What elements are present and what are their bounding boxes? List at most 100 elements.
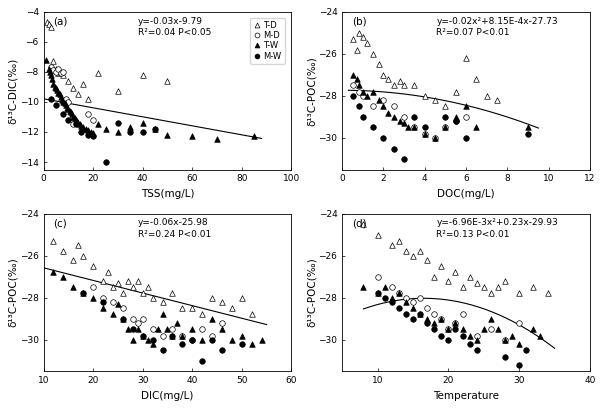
Point	[373, 231, 382, 238]
Point	[51, 69, 61, 75]
Point	[158, 347, 167, 353]
Point	[440, 124, 450, 131]
Point	[451, 118, 461, 124]
Point	[49, 81, 59, 87]
Point	[354, 103, 364, 110]
Point	[128, 337, 138, 343]
Point	[198, 326, 207, 333]
Point	[207, 294, 217, 301]
Text: (b): (b)	[352, 16, 367, 27]
Point	[81, 126, 91, 132]
Point	[359, 284, 368, 290]
Point	[207, 315, 217, 322]
Point	[79, 81, 88, 87]
Point	[167, 332, 177, 339]
Point	[374, 97, 384, 103]
Point	[415, 311, 425, 318]
Point	[472, 124, 481, 131]
Point	[113, 120, 123, 126]
Point	[465, 341, 475, 347]
Point	[88, 133, 98, 140]
Point	[138, 332, 147, 339]
Point	[486, 290, 496, 297]
Point	[500, 337, 510, 343]
Point	[113, 280, 123, 286]
Point	[86, 129, 95, 135]
Point	[113, 129, 123, 135]
Point	[57, 97, 67, 104]
Point	[66, 109, 76, 116]
Point	[408, 305, 418, 311]
Point	[93, 121, 103, 128]
Point	[408, 252, 418, 259]
Point	[55, 91, 65, 98]
Point	[49, 238, 59, 244]
Point	[178, 332, 187, 339]
Point	[451, 326, 460, 333]
Text: (a): (a)	[54, 16, 68, 27]
Point	[128, 315, 138, 322]
Point	[523, 124, 533, 131]
Point	[358, 88, 368, 95]
Point	[461, 114, 471, 120]
Point	[443, 326, 453, 333]
Point	[472, 337, 481, 343]
Point	[88, 284, 98, 290]
Point	[118, 290, 127, 297]
X-axis label: DIC(mg/L): DIC(mg/L)	[141, 391, 194, 401]
Point	[133, 278, 143, 284]
Point	[108, 311, 118, 318]
Point	[101, 126, 111, 132]
Point	[162, 132, 172, 138]
Point	[118, 315, 127, 322]
Point	[458, 332, 467, 339]
Point	[53, 87, 62, 93]
Point	[83, 111, 93, 117]
Point	[515, 319, 524, 326]
Point	[98, 294, 108, 301]
Point	[395, 118, 405, 124]
Point	[482, 93, 492, 99]
Point	[387, 294, 397, 301]
Point	[79, 290, 88, 297]
Point	[420, 130, 429, 137]
Point	[389, 82, 399, 89]
Point	[74, 242, 83, 248]
Point	[148, 294, 158, 301]
Point	[237, 332, 246, 339]
Point	[352, 76, 361, 82]
Point	[458, 311, 467, 318]
Point	[521, 347, 531, 353]
Point	[373, 290, 382, 297]
Point	[383, 110, 393, 116]
Point	[158, 332, 167, 339]
Point	[461, 103, 471, 110]
Text: y=-0.06x-25.98
R²=0.24 P<0.01: y=-0.06x-25.98 R²=0.24 P<0.01	[138, 218, 211, 239]
Point	[422, 319, 432, 326]
Point	[415, 311, 425, 318]
Point	[440, 124, 450, 131]
Point	[148, 326, 158, 333]
Point	[59, 111, 68, 117]
Point	[55, 69, 65, 75]
Point	[123, 278, 133, 284]
Point	[399, 114, 409, 120]
Point	[71, 117, 80, 123]
Point	[108, 299, 118, 305]
Point	[515, 290, 524, 297]
Point	[178, 332, 187, 339]
Point	[63, 99, 73, 105]
Point	[429, 311, 439, 318]
Point	[410, 124, 419, 131]
Point	[387, 242, 397, 248]
Point	[59, 69, 68, 75]
Point	[68, 121, 78, 128]
Point	[399, 156, 409, 162]
Point	[49, 67, 59, 74]
Point	[150, 126, 160, 132]
Point	[51, 85, 61, 92]
Point	[217, 347, 227, 353]
Point	[472, 76, 481, 82]
Point	[379, 103, 388, 110]
Point	[515, 362, 524, 368]
